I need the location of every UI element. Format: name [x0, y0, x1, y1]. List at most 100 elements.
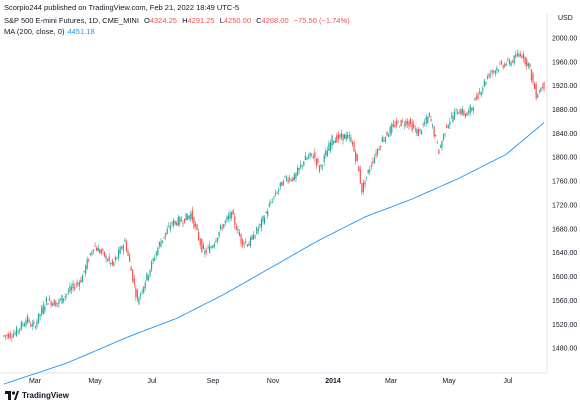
candle-body: [69, 286, 71, 292]
candle-body: [422, 124, 424, 126]
x-tick-label: Mar: [385, 378, 398, 385]
close-value: 4268.00: [261, 16, 289, 25]
low-value: 4250.00: [223, 16, 251, 25]
candle-body: [238, 232, 241, 237]
candle-body: [504, 63, 506, 67]
candle-body: [441, 141, 443, 149]
candle-body: [515, 54, 517, 58]
x-tick-label: Mar: [29, 378, 42, 385]
candle-body: [193, 217, 195, 228]
candle-body: [3, 335, 5, 337]
candle-body: [75, 284, 77, 286]
candle-body: [108, 256, 110, 261]
candle-body: [512, 61, 514, 63]
candle-body: [198, 231, 200, 240]
candle-body: [268, 203, 270, 207]
candle-body: [223, 224, 225, 228]
candle-body: [23, 323, 26, 327]
candle-body: [402, 120, 404, 122]
candle-body: [63, 298, 65, 301]
candle-body: [306, 157, 308, 160]
candle-body: [427, 116, 429, 124]
candle-body: [314, 152, 316, 159]
candle-body: [494, 70, 496, 74]
symbol-name: S&P 500 E-mini Futures, 1D, CME_MINI: [4, 16, 139, 25]
y-tick-label: 1800.00: [552, 155, 577, 162]
candle-body: [121, 246, 123, 249]
footer: TradingView: [5, 391, 69, 400]
candle-body: [455, 108, 457, 110]
candle-body: [251, 235, 253, 240]
candle-body: [540, 88, 542, 92]
candle-body: [328, 143, 330, 151]
candle-body: [154, 258, 156, 261]
candle-body: [224, 220, 226, 223]
candle-body: [414, 128, 416, 130]
candle-body: [433, 126, 435, 137]
candle-body: [339, 134, 341, 138]
candle-body: [406, 121, 409, 125]
x-tick-label: Jul: [148, 378, 157, 385]
candle-body: [171, 222, 173, 224]
candle-body: [296, 168, 299, 176]
y-tick-label: 1880.00: [552, 107, 577, 114]
candle-body: [77, 283, 79, 285]
open-value: 4324.25: [149, 16, 177, 25]
candle-body: [458, 112, 460, 114]
candle-body: [210, 247, 212, 249]
candle-body: [493, 71, 495, 73]
candle-body: [464, 113, 467, 117]
y-tick-label: 1920.00: [552, 83, 577, 90]
candle-body: [301, 165, 303, 167]
candle-body: [146, 272, 148, 281]
candle-body: [359, 169, 361, 184]
candle-body: [92, 249, 95, 252]
candle-body: [475, 96, 478, 99]
candle-body: [431, 124, 434, 126]
candle-body: [386, 131, 388, 136]
candle-body: [50, 301, 52, 306]
candle-body: [438, 149, 440, 154]
candle-body: [397, 121, 399, 123]
candle-body: [177, 217, 179, 226]
candle-body: [364, 181, 366, 185]
candle-body: [130, 267, 132, 271]
candle-body: [538, 91, 540, 93]
candle-body: [518, 54, 520, 57]
candle-body: [232, 209, 234, 215]
publisher-text: Scorpio244 published on TradingView.com,…: [4, 3, 240, 12]
candle-body: [260, 219, 263, 228]
candle-body: [444, 133, 446, 135]
candle-body: [519, 53, 522, 57]
y-tick-label: 1480.00: [552, 346, 577, 353]
candle-body: [94, 245, 96, 247]
candle-body: [42, 304, 44, 314]
candle-body: [425, 116, 427, 123]
candle-body: [452, 116, 454, 122]
candle-body: [48, 298, 51, 301]
candle-body: [522, 54, 525, 59]
low-label: L: [219, 16, 224, 25]
candle-body: [96, 247, 98, 251]
y-tick-label: 1560.00: [552, 298, 577, 305]
candle-body: [139, 293, 142, 296]
candle-body: [278, 189, 280, 192]
candle-body: [295, 173, 297, 179]
candle-body: [245, 241, 247, 243]
candle-body: [284, 175, 286, 177]
candle-body: [307, 155, 310, 159]
candle-body: [80, 279, 82, 283]
candle-body: [502, 65, 504, 68]
candle-body: [226, 216, 228, 221]
candle-body: [309, 152, 311, 157]
candle-body: [446, 125, 448, 128]
candle-body: [491, 70, 493, 73]
candle-body: [26, 315, 29, 323]
candle-body: [529, 63, 531, 68]
candle-body: [358, 166, 360, 172]
high-value: 4291.25: [187, 16, 215, 25]
candle-body: [424, 122, 426, 125]
candle-body: [39, 314, 41, 317]
candle-body: [304, 155, 306, 161]
candle-body: [199, 239, 201, 246]
